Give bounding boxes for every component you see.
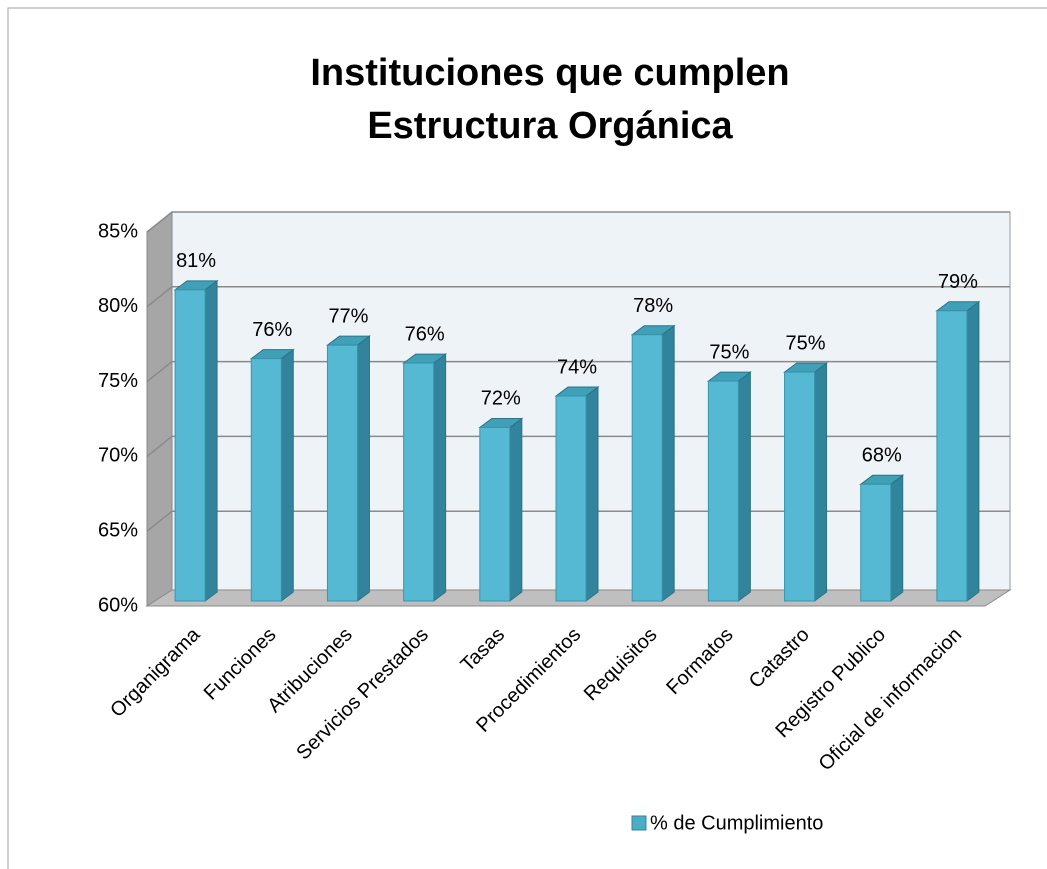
grid-line [146,211,1010,233]
y-tick-label: 65% [98,519,138,541]
bar [554,386,600,602]
data-label: 76% [405,323,445,345]
bar-side [737,371,751,602]
bar [706,371,752,602]
legend-label: % de Cumplimiento [650,812,823,834]
bar-front [707,380,739,602]
bar [402,353,448,602]
bar-side [966,300,980,602]
bar-front [936,310,968,602]
bar-front [250,358,282,602]
bar-front [555,395,587,602]
bar-side [280,348,294,602]
bar [478,417,524,602]
data-label: 81% [176,250,216,272]
bar [173,279,219,602]
bar-side [433,353,447,602]
y-tick-label: 85% [98,220,138,242]
chart-subtitle: Estructura Orgánica [367,105,733,147]
bar [630,324,676,602]
data-label: 77% [328,305,368,327]
bar-front [326,344,358,602]
y-tick-label: 60% [98,594,138,616]
bar [859,474,905,602]
data-label: 68% [862,445,902,467]
legend-swatch [631,815,647,831]
y-tick-label: 70% [98,445,138,467]
bar-side [814,362,828,602]
bar [249,348,295,602]
bar-front [174,289,206,602]
data-label: 79% [938,271,978,293]
data-label: 75% [709,341,749,363]
bar-front [784,371,816,602]
bar-front [403,362,435,602]
bar [935,300,981,602]
bar-side [509,417,523,602]
bar-front [479,426,511,602]
bar-side [890,474,904,602]
y-tick-label: 80% [98,295,138,317]
bar [783,362,829,602]
bar-side [585,386,599,602]
data-label: 74% [557,356,597,378]
bar-side [661,324,675,602]
data-label: 76% [252,319,292,341]
bar-side [204,279,218,602]
data-label: 72% [481,388,521,410]
bar [325,335,371,602]
grid-line [146,286,1010,308]
bar-front [631,334,663,602]
grid-line [146,360,1010,383]
side-wall [146,210,173,607]
data-label: 78% [633,295,673,317]
data-label: 75% [786,332,826,354]
bar-front [860,483,892,602]
y-tick-label: 75% [98,370,138,392]
bar-side [356,335,370,602]
chart-title: Instituciones que cumplen [310,52,789,94]
